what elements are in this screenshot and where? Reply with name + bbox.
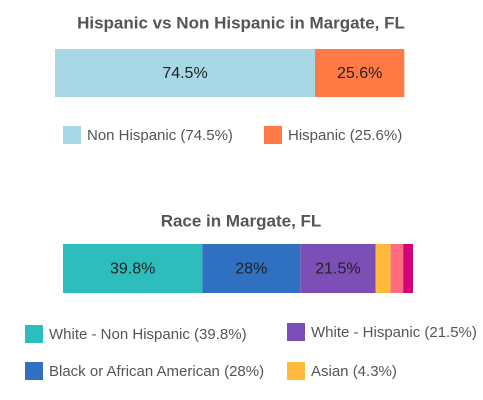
bar-segment bbox=[63, 244, 203, 293]
legend-swatch bbox=[287, 362, 305, 380]
chart-title: Race in Margate, FL bbox=[161, 211, 322, 230]
legend-swatch bbox=[25, 325, 43, 343]
bar-segment bbox=[55, 49, 316, 97]
bar-segment bbox=[375, 244, 391, 293]
value-label: 25.6% bbox=[337, 65, 382, 82]
value-label: 39.8% bbox=[110, 261, 155, 278]
legend-swatch bbox=[63, 126, 81, 144]
legend-swatch bbox=[25, 362, 43, 380]
chart-title: Hispanic vs Non Hispanic in Margate, FL bbox=[77, 13, 405, 32]
legend-label: White - Hispanic (21.5%) bbox=[311, 324, 477, 341]
value-label: 21.5% bbox=[315, 261, 360, 278]
bar-segment bbox=[390, 244, 404, 293]
legend-label: Asian (4.3%) bbox=[311, 363, 397, 380]
legend-swatch bbox=[287, 323, 305, 341]
bar-segment bbox=[403, 244, 413, 293]
bar-segment bbox=[315, 49, 405, 97]
legend-label: Non Hispanic (74.5%) bbox=[87, 127, 233, 144]
bar-segment bbox=[202, 244, 301, 293]
value-label: 74.5% bbox=[162, 65, 207, 82]
value-label: 28% bbox=[235, 261, 267, 278]
legend-label: Black or African American (28%) bbox=[49, 363, 264, 380]
legend-swatch bbox=[264, 126, 282, 144]
bar-segment bbox=[300, 244, 376, 293]
legend-label: Hispanic (25.6%) bbox=[288, 127, 402, 144]
legend-label: White - Non Hispanic (39.8%) bbox=[49, 326, 247, 343]
